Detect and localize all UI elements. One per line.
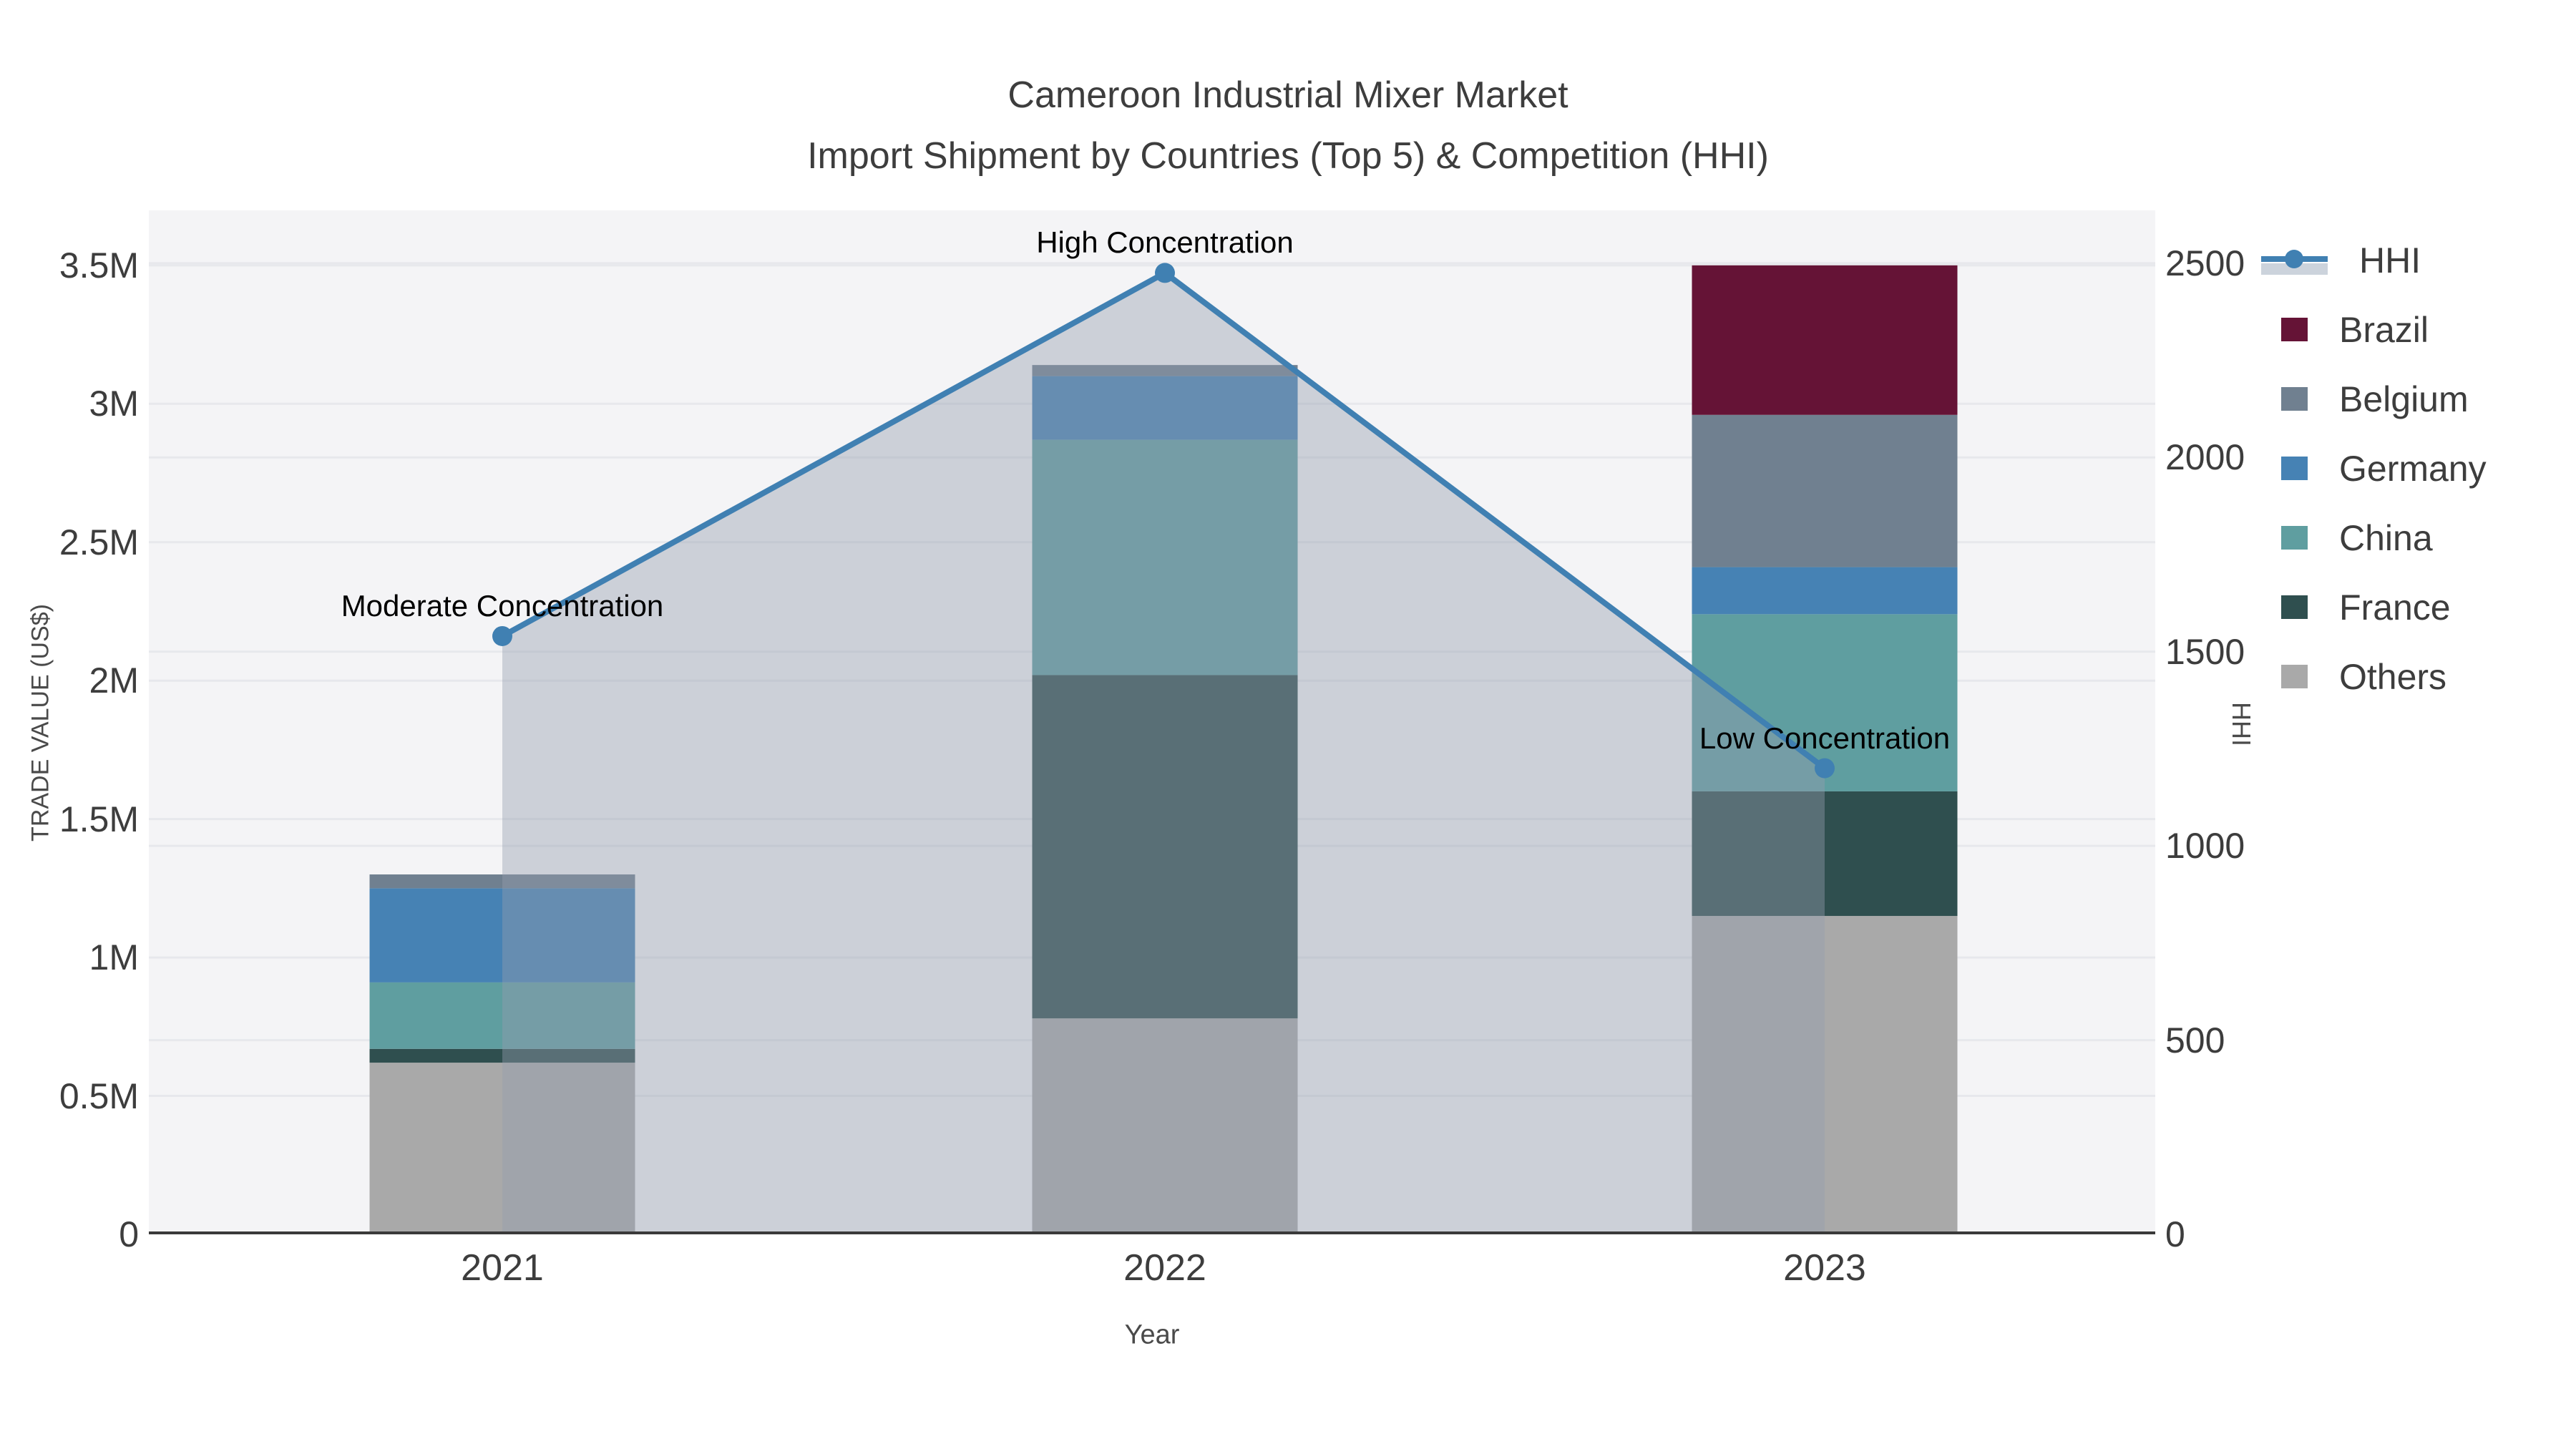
annotation-low-concentration: Low Concentration: [1699, 721, 1951, 755]
chart-canvas: [149, 262, 2155, 1234]
bar-2023-brazil: [1692, 265, 1958, 415]
bar-2021-belgium: [369, 874, 635, 889]
legend-label: HHI: [2359, 240, 2421, 280]
left-tick-0: 0: [119, 1214, 139, 1254]
left-tick-3M: 3M: [89, 384, 139, 424]
hhi-line-icon: [2261, 246, 2328, 275]
bar-2022-others: [1032, 1018, 1298, 1234]
others-swatch-icon: [2281, 665, 2308, 688]
legend-label: Others: [2339, 656, 2447, 697]
bar-2021-france: [369, 1048, 635, 1063]
legend-label: France: [2339, 587, 2451, 628]
legend-label: China: [2339, 517, 2433, 558]
bar-2023-france: [1692, 791, 1958, 917]
legend-label: Belgium: [2339, 379, 2469, 419]
hhi-area-fill: [502, 273, 1825, 1234]
x-tick-2023: 2023: [1783, 1247, 1866, 1289]
hhi-marker-2023: [1815, 758, 1835, 779]
left-tick-2.5M: 2.5M: [59, 522, 139, 562]
legend-item-china: China: [2261, 503, 2569, 572]
hhi-marker-2022: [1155, 263, 1175, 283]
left-tick-1.5M: 1.5M: [59, 799, 139, 839]
right-tick-2500: 2500: [2165, 243, 2245, 283]
right-y-axis-title: HHI: [2227, 702, 2256, 746]
legend-item-others: Others: [2261, 642, 2569, 711]
legend-item-belgium: Belgium: [2261, 364, 2569, 434]
legend-label: Germany: [2339, 448, 2487, 489]
france-swatch-icon: [2281, 595, 2308, 619]
bar-2022-china: [1032, 439, 1298, 675]
legend-label: Brazil: [2339, 309, 2429, 350]
right-tick-0: 0: [2165, 1214, 2185, 1254]
china-swatch-icon: [2281, 526, 2308, 550]
bar-2022-belgium: [1032, 365, 1298, 376]
left-tick-0.5M: 0.5M: [59, 1075, 139, 1116]
right-tick-1500: 1500: [2165, 631, 2245, 672]
left-tick-3.5M: 3.5M: [59, 245, 139, 286]
legend-item-germany: Germany: [2261, 434, 2569, 503]
legend-item-france: France: [2261, 572, 2569, 642]
bar-2023-others: [1692, 916, 1958, 1234]
x-tick-2021: 2021: [461, 1247, 544, 1289]
bar-2021-others: [369, 1063, 635, 1234]
annotation-high-concentration: High Concentration: [1036, 225, 1294, 260]
chart-title-line2: Import Shipment by Countries (Top 5) & C…: [807, 135, 1769, 177]
hhi-marker-2021: [492, 625, 512, 646]
bar-2023-germany: [1692, 567, 1958, 615]
x-axis-title: Year: [1124, 1319, 1180, 1350]
right-tick-500: 500: [2165, 1020, 2225, 1060]
left-y-axis-title: TRADE VALUE (US$): [26, 604, 54, 841]
plot-area: [149, 210, 2155, 1234]
bar-2021-germany: [369, 888, 635, 982]
bar-2022-germany: [1032, 376, 1298, 440]
legend-item-hhi: HHI: [2261, 225, 2569, 295]
left-tick-1M: 1M: [89, 937, 139, 978]
annotation-moderate-concentration: Moderate Concentration: [341, 588, 664, 623]
chart-title-line1: Cameroon Industrial Mixer Market: [1008, 74, 1568, 116]
germany-swatch-icon: [2281, 457, 2308, 480]
right-tick-1000: 1000: [2165, 826, 2245, 867]
belgium-swatch-icon: [2281, 387, 2308, 411]
bar-2023-belgium: [1692, 414, 1958, 567]
right-tick-2000: 2000: [2165, 437, 2245, 478]
x-tick-2022: 2022: [1123, 1247, 1206, 1289]
bar-2021-china: [369, 982, 635, 1049]
left-tick-2M: 2M: [89, 660, 139, 701]
bar-2022-france: [1032, 675, 1298, 1019]
legend-item-brazil: Brazil: [2261, 295, 2569, 364]
brazil-swatch-icon: [2281, 318, 2308, 341]
legend: HHI Brazil Belgium Germany China France …: [2261, 225, 2569, 711]
